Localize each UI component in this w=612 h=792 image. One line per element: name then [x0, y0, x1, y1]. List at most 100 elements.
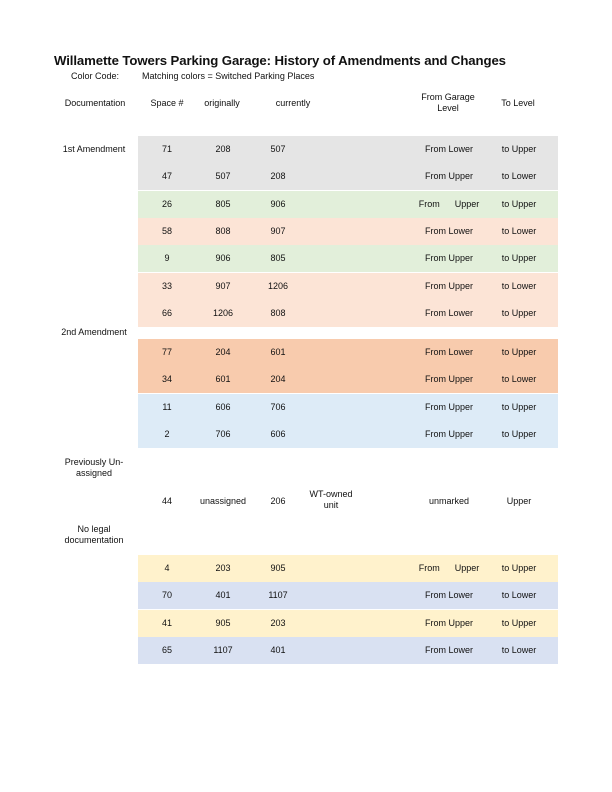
- cell-currently: 905: [270, 563, 286, 573]
- cell-space: 11: [162, 401, 172, 412]
- cell-currently: 507: [270, 144, 286, 154]
- table-row: 4 203 905 From Upper to Upper: [138, 555, 558, 582]
- cell-space: 4: [164, 563, 170, 573]
- cell-originally: 606: [215, 401, 231, 412]
- cell-space: 58: [161, 225, 172, 236]
- cell-to: to Lower: [501, 644, 537, 655]
- table-row: 33 907 1206 From Upper to Lower: [138, 272, 558, 300]
- table-row: 70 401 1107 From Lower to Lower: [138, 582, 558, 610]
- cell-from: From Upper: [424, 374, 473, 385]
- cell-originally: 907: [215, 280, 231, 291]
- cell-originally: 401: [215, 590, 231, 601]
- section-1st-amendment: 1st Amendment: [62, 144, 126, 154]
- cell-space: 34: [161, 374, 172, 385]
- cell-to: to Lower: [501, 171, 537, 182]
- cell-from: From Upper: [424, 401, 473, 412]
- cell-space: 44: [161, 496, 172, 506]
- cell-from: From Upper: [424, 171, 473, 182]
- cell-originally: 1107: [213, 644, 233, 655]
- color-code-label: Color Code:: [71, 71, 120, 81]
- cell-space: 70: [161, 590, 172, 601]
- cell-originally: 706: [215, 428, 231, 439]
- table-row: 65 1107 401 From Lower to Lower: [138, 636, 558, 664]
- cell-originally: 204: [215, 347, 231, 357]
- cell-from: From Lower: [424, 644, 473, 655]
- cell-to: to Upper: [501, 563, 537, 573]
- section-previously-unassigned: Previously Un-assigned: [64, 457, 124, 478]
- cell-from: unmarked: [428, 496, 470, 506]
- cell-to: to Upper: [501, 401, 537, 412]
- table-row: 58 808 907 From Lower to Lower: [138, 217, 558, 245]
- cell-to: to Upper: [501, 428, 537, 439]
- cell-to: to Upper: [501, 617, 537, 628]
- cell-from: From Lower: [424, 144, 473, 154]
- cell-currently: 808: [270, 307, 286, 318]
- cell-currently: 401: [270, 644, 286, 655]
- cell-space: 65: [161, 644, 172, 655]
- cell-space: 47: [161, 171, 172, 182]
- table-row: 47 507 208 From Upper to Lower: [138, 163, 558, 191]
- cell-originally: 808: [215, 225, 231, 236]
- cell-from: From Upper: [424, 617, 473, 628]
- cell-currently: 208: [270, 171, 286, 182]
- header-documentation: Documentation: [64, 98, 126, 108]
- cell-to: to Upper: [501, 198, 537, 209]
- cell-space: 66: [161, 307, 172, 318]
- cell-space: 26: [161, 198, 172, 209]
- cell-to: to Upper: [501, 144, 537, 154]
- table-row: 41 905 203 From Upper to Upper: [138, 609, 558, 637]
- page-title: Willamette Towers Parking Garage: Histor…: [54, 53, 506, 68]
- cell-currently: 805: [270, 253, 286, 264]
- cell-to: to Lower: [501, 590, 537, 601]
- cell-currently: 206: [270, 496, 286, 506]
- cell-currently: 204: [270, 374, 286, 385]
- cell-originally: 208: [215, 144, 231, 154]
- cell-currently: 203: [270, 617, 286, 628]
- cell-space: 77: [161, 347, 172, 357]
- cell-originally: 906: [215, 253, 231, 264]
- table-row-unassigned: 44 unassigned 206 WT-owned unit unmarked…: [138, 488, 558, 515]
- cell-space: 71: [161, 144, 172, 154]
- cell-from: From Lower: [424, 347, 473, 357]
- cell-from: From Upper: [424, 253, 473, 264]
- cell-originally: 905: [215, 617, 231, 628]
- cell-originally: 203: [215, 563, 231, 573]
- section-2nd-amendment: 2nd Amendment: [61, 327, 127, 337]
- cell-from: From Lower: [424, 307, 473, 318]
- table-row: 11 606 706 From Upper to Upper: [138, 393, 558, 421]
- cell-originally: 507: [215, 171, 231, 182]
- cell-space: 9: [164, 253, 170, 264]
- cell-from: From Upper: [424, 280, 473, 291]
- table-row: 71 208 507 From Lower to Upper: [138, 136, 558, 163]
- cell-currently: 906: [270, 198, 286, 209]
- cell-originally: unassigned: [199, 496, 247, 506]
- cell-originally: 805: [215, 198, 231, 209]
- cell-originally: 1206: [212, 307, 234, 318]
- cell-from: From Lower: [424, 590, 473, 601]
- cell-to: to Upper: [501, 347, 537, 357]
- cell-currently: 1206: [267, 280, 289, 291]
- cell-from: From Upper: [418, 563, 480, 573]
- cell-to: to Lower: [501, 280, 537, 291]
- cell-currently: 907: [270, 225, 286, 236]
- table-row: 34 601 204 From Upper to Lower: [138, 366, 558, 394]
- cell-currently: 706: [270, 401, 286, 412]
- header-space: Space #: [150, 98, 184, 108]
- cell-originally: 601: [215, 374, 231, 385]
- cell-space: 2: [164, 428, 170, 439]
- table-row: 77 204 601 From Lower to Upper: [138, 339, 558, 366]
- table-row: 9 906 805 From Upper to Upper: [138, 245, 558, 273]
- cell-space: 41: [161, 617, 172, 628]
- cell-to: to Upper: [501, 253, 537, 264]
- header-from-level: From Garage Level: [421, 92, 475, 113]
- header-originally: originally: [204, 98, 240, 108]
- cell-from: From Upper: [418, 198, 480, 209]
- cell-to: to Lower: [501, 374, 537, 385]
- cell-currently: 1107: [268, 590, 288, 601]
- cell-to: to Lower: [501, 225, 537, 236]
- cell-currently: 606: [270, 428, 286, 439]
- color-code-text: Matching colors = Switched Parking Place…: [142, 71, 315, 81]
- table-row: 2 706 606 From Upper to Upper: [138, 420, 558, 448]
- table-row: 66 1206 808 From Lower to Upper: [138, 299, 558, 327]
- header-currently: currently: [275, 98, 311, 108]
